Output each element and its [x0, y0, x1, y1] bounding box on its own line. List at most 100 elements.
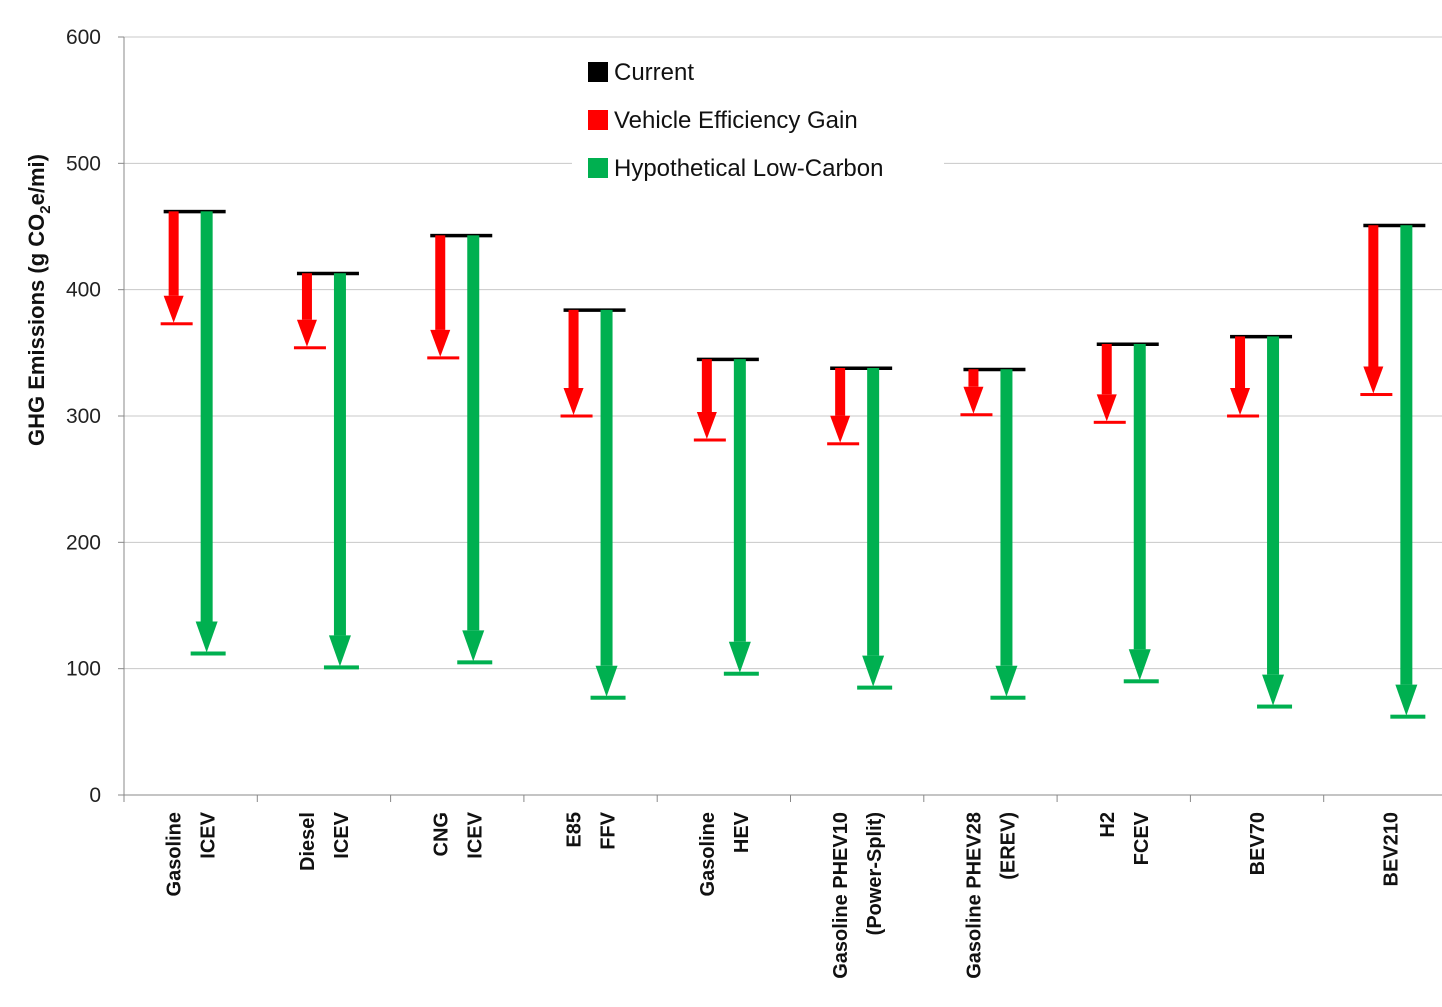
- category-label: E85: [564, 812, 586, 848]
- efficiency-arrow-shaft: [435, 235, 446, 330]
- low-carbon-arrow-head: [1262, 674, 1285, 706]
- legend-swatch: [588, 110, 608, 130]
- category-label: CNG: [430, 812, 452, 856]
- efficiency-arrow-head: [963, 386, 984, 414]
- low-carbon-arrow-head: [1395, 684, 1418, 716]
- efficiency-arrow-shaft: [168, 211, 179, 296]
- efficiency-arrow-head: [830, 415, 851, 443]
- current-marker: [963, 367, 1026, 372]
- legend-label: Vehicle Efficiency Gain: [614, 107, 858, 134]
- category-label: ICEV: [198, 811, 220, 858]
- low-carbon-arrow-shaft: [200, 211, 213, 622]
- low-carbon-marker: [723, 671, 759, 676]
- low-carbon-marker: [457, 660, 493, 665]
- current-marker: [830, 366, 893, 370]
- category-label: ICEV: [331, 811, 353, 858]
- current-marker: [563, 308, 626, 312]
- legend: Current Vehicle Efficiency Gain Hypothetic…: [572, 54, 944, 190]
- category-label: Gasoline: [697, 812, 719, 896]
- efficiency-marker: [293, 346, 326, 350]
- category-label: FFV: [598, 811, 620, 849]
- low-carbon-arrow-shaft: [1000, 369, 1013, 666]
- low-carbon-arrow-head: [462, 630, 485, 662]
- efficiency-arrow-head: [163, 295, 184, 323]
- category-label: (EREV): [997, 812, 1019, 880]
- low-carbon-arrow-shaft: [1133, 343, 1146, 650]
- current-marker: [1096, 342, 1159, 346]
- low-carbon-marker: [990, 695, 1026, 700]
- low-carbon-arrow-shaft: [600, 309, 613, 666]
- low-carbon-arrow-head: [1128, 649, 1151, 681]
- y-tick-label: 100: [66, 658, 101, 681]
- legend-background: [572, 54, 944, 190]
- efficiency-arrow-shaft: [301, 273, 312, 320]
- y-tick-label: 500: [66, 152, 101, 175]
- efficiency-marker: [693, 438, 726, 442]
- efficiency-marker: [160, 322, 193, 326]
- current-marker: [163, 209, 226, 214]
- category-label: Gasoline PHEV10: [830, 812, 852, 979]
- low-carbon-arrow-shaft: [1400, 225, 1413, 685]
- efficiency-arrow-head: [563, 388, 584, 415]
- low-carbon-marker: [323, 665, 359, 670]
- low-carbon-arrow-shaft: [333, 273, 346, 636]
- efficiency-arrow-head: [296, 319, 317, 347]
- current-marker: [1230, 334, 1293, 339]
- low-carbon-arrow-shaft: [867, 367, 880, 656]
- y-tick-label: 0: [89, 784, 101, 807]
- category-label: BEV210: [1380, 812, 1402, 887]
- category-label: HEV: [731, 811, 753, 853]
- legend-label: Hypothetical Low-Carbon: [614, 155, 883, 182]
- efficiency-arrow-shaft: [701, 359, 712, 413]
- current-marker: [1363, 223, 1426, 228]
- current-marker: [696, 357, 759, 362]
- efficiency-marker: [960, 413, 993, 417]
- low-carbon-marker: [190, 651, 226, 656]
- efficiency-arrow-head: [430, 329, 451, 357]
- efficiency-arrow-head: [1363, 366, 1384, 394]
- low-carbon-arrow-head: [862, 655, 885, 687]
- current-marker: [430, 233, 493, 238]
- data-marks: [160, 209, 1426, 719]
- category-label: Diesel: [297, 812, 319, 871]
- efficiency-arrow-head: [1096, 394, 1117, 422]
- efficiency-arrow-shaft: [568, 309, 579, 388]
- efficiency-arrow-head: [696, 412, 717, 440]
- category-label: BEV70: [1247, 812, 1269, 875]
- low-carbon-arrow-shaft: [467, 235, 480, 631]
- category-label: H2: [1097, 812, 1119, 838]
- low-carbon-arrow-shaft: [1267, 336, 1280, 675]
- low-carbon-arrow-head: [995, 665, 1018, 697]
- category-label: FCEV: [1131, 811, 1153, 865]
- efficiency-marker: [1093, 420, 1126, 424]
- low-carbon-arrow-head: [328, 635, 351, 667]
- category-label: Gasoline PHEV28: [963, 812, 985, 979]
- efficiency-marker: [1227, 414, 1260, 418]
- low-carbon-marker: [857, 685, 893, 690]
- low-carbon-arrow-head: [595, 665, 618, 697]
- y-tick-label: 200: [66, 531, 101, 554]
- low-carbon-arrow-head: [195, 621, 218, 653]
- legend-label: Current: [614, 59, 694, 86]
- low-carbon-marker: [1257, 704, 1293, 709]
- category-label: ICEV: [464, 811, 486, 858]
- current-marker: [296, 271, 359, 276]
- efficiency-arrow-shaft: [835, 367, 846, 416]
- legend-swatch: [588, 62, 608, 82]
- efficiency-arrow-shaft: [1235, 336, 1246, 388]
- low-carbon-arrow-head: [728, 641, 751, 673]
- y-tick-label: 300: [66, 405, 101, 428]
- efficiency-arrow-shaft: [968, 369, 979, 387]
- low-carbon-marker: [590, 695, 626, 700]
- category-label: Gasoline: [164, 812, 186, 896]
- category-labels: Gasoline ICEV Diesel ICEV CNG ICEV E85 FFV Gasol…: [164, 811, 1403, 978]
- efficiency-arrow-head: [1230, 388, 1251, 415]
- y-axis-title: GHG Emissions (g CO2e/mi): [24, 154, 54, 446]
- y-tick-label: 600: [66, 26, 101, 49]
- efficiency-marker: [827, 442, 860, 446]
- y-tick-label: 400: [66, 279, 101, 302]
- low-carbon-marker: [1390, 714, 1426, 719]
- low-carbon-arrow-shaft: [733, 359, 746, 642]
- efficiency-marker: [1360, 393, 1393, 397]
